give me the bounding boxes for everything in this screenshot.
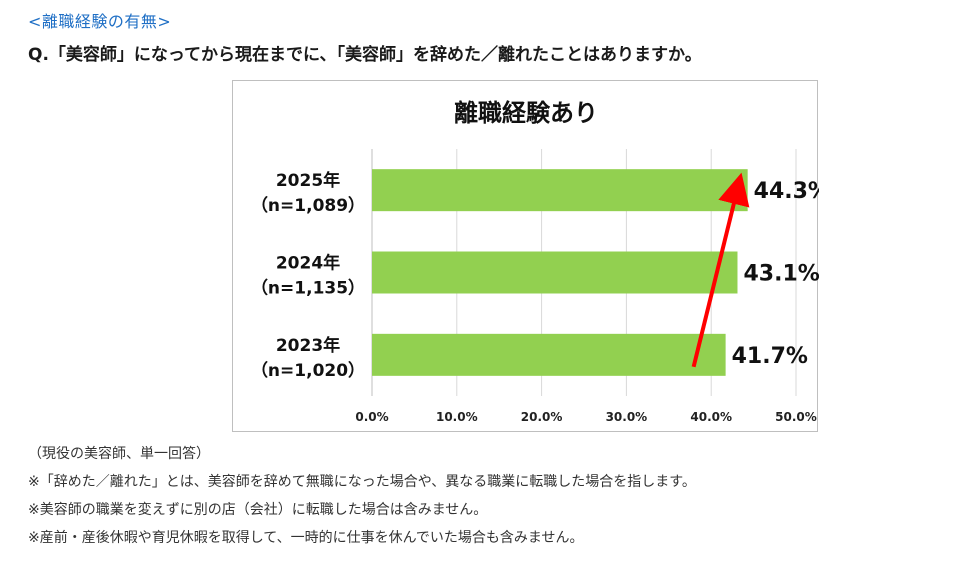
survey-question: Q.「美容師」になってから現在までに、「美容師」を辞めた／離れたことはありますか… xyxy=(28,45,702,65)
note-line: ※美容師の職業を変えずに別の店（会社）に転職した場合は含みません。 xyxy=(28,502,488,518)
annotation-layer xyxy=(691,172,750,368)
data-label: 43.1% xyxy=(743,262,819,287)
x-tick-label: 40.0% xyxy=(690,410,732,424)
note-line: （現役の美容師、単一回答） xyxy=(28,446,210,462)
category-year-label: 2025年 xyxy=(276,170,340,191)
bar xyxy=(372,251,738,294)
category-n-label: （n=1,020） xyxy=(251,360,365,381)
chart-svg: 離職経験あり 2025年 （n=1,089） 44.3% 2024年 （n=1,135）… xyxy=(251,99,819,424)
section-heading: <離職経験の有無> xyxy=(28,12,172,31)
bar-chart: 離職経験あり 2025年 （n=1,089） 44.3% 2024年 （n=1,135）… xyxy=(232,80,819,432)
chart-title: 離職経験あり xyxy=(454,99,598,127)
notes: （現役の美容師、単一回答） ※「辞めた／離れた」とは、美容師を辞めて無職になった… xyxy=(28,440,696,552)
ticks-layer: 0.0% 10.0% 20.0% 30.0% 40.0% 50.0% xyxy=(355,410,816,424)
x-tick-label: 30.0% xyxy=(606,410,648,424)
bar xyxy=(372,333,726,376)
data-label: 41.7% xyxy=(732,344,808,369)
bars-layer xyxy=(372,169,748,376)
category-year-label: 2024年 xyxy=(276,253,340,274)
x-tick-label: 10.0% xyxy=(436,410,478,424)
labels-layer: 2025年 （n=1,089） 44.3% 2024年 （n=1,135） 43.1% 20… xyxy=(251,170,819,381)
data-label: 44.3% xyxy=(754,179,819,204)
note-line: ※産前・産後休暇や育児休暇を取得して、一時的に仕事を休んでいた場合も含みません。 xyxy=(28,530,584,546)
trend-arrow xyxy=(691,172,750,368)
x-tick-label: 0.0% xyxy=(355,410,388,424)
category-year-label: 2023年 xyxy=(276,335,340,356)
bar xyxy=(372,169,748,212)
note-line: ※「辞めた／離れた」とは、美容師を辞めて無職になった場合や、異なる職業に転職した… xyxy=(28,474,696,490)
category-n-label: （n=1,135） xyxy=(251,278,365,299)
category-n-label: （n=1,089） xyxy=(251,195,365,216)
x-tick-label: 50.0% xyxy=(775,410,817,424)
x-tick-label: 20.0% xyxy=(521,410,563,424)
